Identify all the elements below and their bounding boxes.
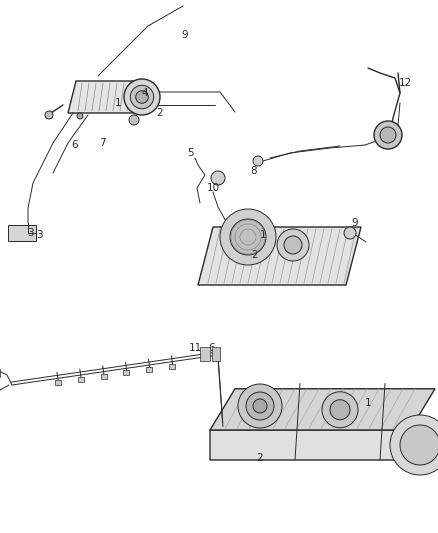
Text: 2: 2 <box>252 250 258 260</box>
Bar <box>8 225 36 241</box>
Text: 6: 6 <box>72 140 78 150</box>
Text: 1: 1 <box>115 98 121 108</box>
Circle shape <box>246 392 274 420</box>
Text: 2: 2 <box>257 453 263 463</box>
Bar <box>169 364 175 369</box>
Text: 1: 1 <box>260 230 266 240</box>
Polygon shape <box>210 430 430 460</box>
Circle shape <box>400 425 438 465</box>
Circle shape <box>374 121 402 149</box>
Circle shape <box>230 219 266 255</box>
Text: 3: 3 <box>35 230 42 240</box>
Text: 6: 6 <box>208 343 215 353</box>
Text: 1: 1 <box>365 398 371 408</box>
Circle shape <box>136 91 148 103</box>
Circle shape <box>211 171 225 185</box>
Text: 9: 9 <box>182 30 188 40</box>
Polygon shape <box>210 389 435 430</box>
Text: 11: 11 <box>188 343 201 353</box>
Bar <box>101 374 106 378</box>
Circle shape <box>253 156 263 166</box>
Bar <box>200 347 210 361</box>
Circle shape <box>220 209 276 265</box>
Circle shape <box>253 399 267 413</box>
Bar <box>146 367 152 372</box>
Circle shape <box>284 236 302 254</box>
Bar <box>212 347 220 361</box>
Circle shape <box>45 111 53 119</box>
Bar <box>78 377 84 382</box>
Circle shape <box>130 85 154 109</box>
Polygon shape <box>198 227 361 285</box>
Circle shape <box>390 415 438 475</box>
Text: 7: 7 <box>99 138 105 148</box>
Circle shape <box>238 384 282 428</box>
Text: 3: 3 <box>27 228 33 238</box>
Text: 10: 10 <box>206 183 219 193</box>
Circle shape <box>380 127 396 143</box>
Text: 9: 9 <box>352 218 358 228</box>
Text: 4: 4 <box>141 88 148 98</box>
Bar <box>124 370 130 375</box>
Circle shape <box>322 392 358 428</box>
Text: 2: 2 <box>157 108 163 118</box>
Polygon shape <box>68 81 144 113</box>
Text: 12: 12 <box>399 78 412 88</box>
Circle shape <box>77 113 83 119</box>
Circle shape <box>124 79 160 115</box>
Circle shape <box>277 229 309 261</box>
Text: 5: 5 <box>187 148 193 158</box>
Circle shape <box>330 400 350 420</box>
Circle shape <box>344 227 356 239</box>
Circle shape <box>129 115 139 125</box>
Bar <box>55 381 61 385</box>
Text: 8: 8 <box>251 166 257 176</box>
